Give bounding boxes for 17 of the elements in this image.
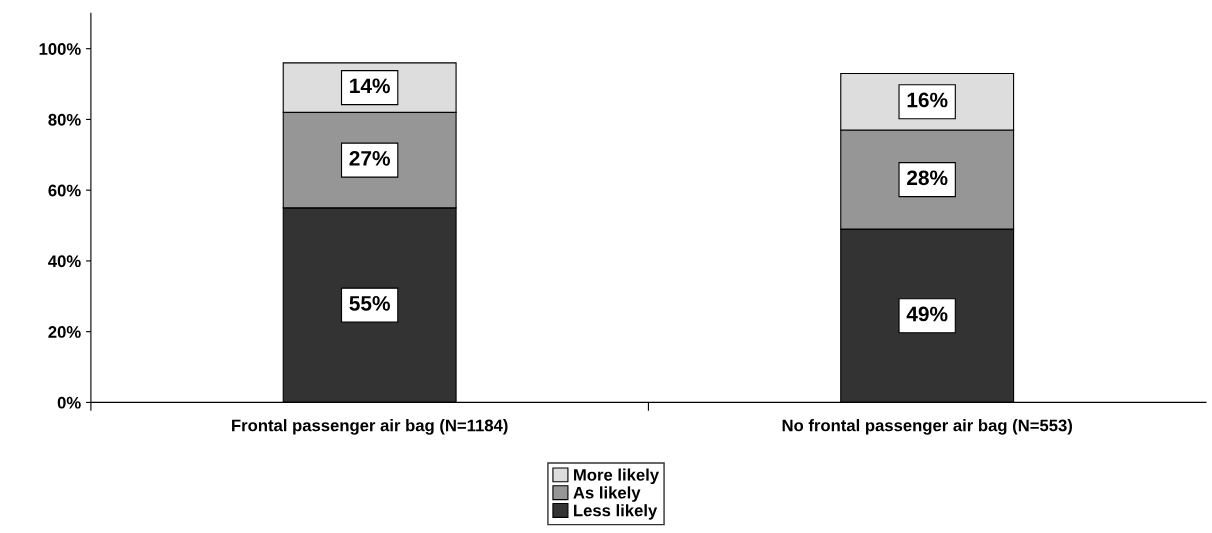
y-tick-label: 80% [48, 113, 81, 126]
legend-label: Less likely [574, 504, 658, 520]
data-label: 55% [349, 296, 390, 311]
y-tick-label: 0% [57, 396, 81, 409]
y-tick-label: 100% [39, 43, 81, 55]
data-label: 27% [349, 150, 390, 166]
y-tick-label: 60% [48, 184, 81, 197]
data-label: 16% [907, 92, 948, 108]
x-tick-label: No frontal passenger air bag (N=553) [782, 419, 1072, 435]
legend-label: More likely [574, 468, 659, 485]
data-label: 14% [350, 78, 390, 94]
data-label: 49% [906, 306, 948, 322]
data-label: 28% [907, 170, 948, 186]
y-tick-label: 40% [48, 255, 81, 268]
x-tick-label: Frontal passenger air bag (N=1184) [232, 419, 508, 435]
y-tick-label: 20% [48, 326, 81, 338]
legend-label: As likely [573, 486, 641, 502]
